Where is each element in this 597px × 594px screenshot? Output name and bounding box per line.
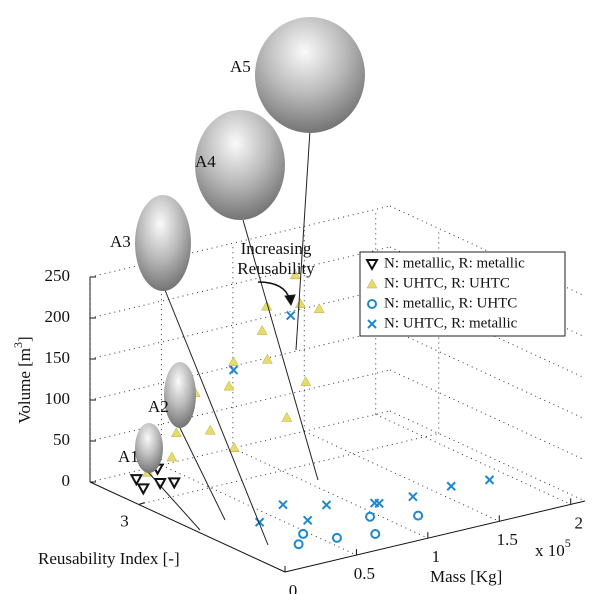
- grid-line: [89, 328, 391, 401]
- annotation: Increasing: [241, 239, 312, 258]
- grid-line: [89, 287, 391, 360]
- x-tick-label: 1: [432, 547, 441, 566]
- grid-line: [161, 464, 357, 556]
- marker: [374, 498, 384, 509]
- marker: [302, 515, 313, 526]
- capsules: [135, 17, 365, 546]
- z-tick-label: 100: [45, 389, 71, 408]
- marker: [228, 442, 240, 452]
- marker: [413, 510, 424, 521]
- legend-box: [359, 251, 566, 337]
- annotation: A5: [230, 57, 251, 76]
- x-tick-label: 0: [289, 581, 298, 594]
- annotation: A3: [110, 232, 131, 251]
- marker: [298, 528, 309, 539]
- marker: [256, 324, 268, 335]
- z-axis-label-part: Volume [m: [15, 348, 34, 424]
- marker: [167, 477, 181, 490]
- legend: N: metallic, R: metallic N: UHTC, R: UHTC…: [359, 251, 566, 337]
- marker: [166, 451, 178, 462]
- x-multiplier: x 105: [535, 536, 571, 560]
- marker: [484, 475, 495, 485]
- x-multiplier-part: x 10: [535, 541, 565, 560]
- y-tick-label: 3: [120, 511, 129, 530]
- legend-label: N: metallic, R: UHTC: [384, 295, 517, 311]
- marker: [313, 303, 325, 314]
- marker: [293, 539, 304, 550]
- grid-line: [389, 410, 586, 502]
- legend-label: N: UHTC, R: metallic: [384, 315, 518, 331]
- grid-line: [389, 328, 586, 420]
- legend-label: N: UHTC, R: UHTC: [384, 275, 510, 291]
- marker: [367, 319, 377, 329]
- grid-line: [89, 369, 391, 442]
- grid-line: [232, 447, 429, 539]
- grid-line: [389, 369, 586, 461]
- annotation: Reusability: [237, 259, 315, 278]
- z-axis-label-part: 3: [11, 342, 25, 348]
- marker: [153, 478, 167, 491]
- marker: [285, 310, 296, 321]
- grid-line: [389, 205, 586, 297]
- marker: [170, 427, 182, 438]
- marker: [281, 411, 293, 422]
- z-tick-label: 50: [53, 430, 70, 449]
- grid-line: [89, 481, 286, 573]
- z-tick-label: 0: [62, 471, 71, 490]
- x-axis: [284, 500, 586, 573]
- x-tick-label: 1.5: [497, 530, 518, 549]
- annotation: A4: [195, 152, 216, 171]
- marker: [370, 528, 381, 539]
- marker: [278, 499, 288, 510]
- marker: [228, 356, 239, 367]
- annotation: A2: [148, 397, 169, 416]
- marker: [331, 532, 342, 543]
- z-axis-label: Volume [m3]: [11, 336, 34, 423]
- z-axis-label-part: ]: [15, 336, 34, 342]
- marker: [261, 353, 273, 364]
- marker: [136, 483, 150, 496]
- annotation: A1: [118, 447, 139, 466]
- marker: [289, 269, 301, 280]
- grid: [89, 205, 586, 573]
- marker: [365, 259, 379, 272]
- marker: [129, 474, 144, 487]
- marker: [295, 298, 306, 308]
- grid-line: [304, 430, 500, 522]
- z-tick-label: 250: [45, 266, 71, 285]
- grid-line: [375, 413, 571, 505]
- marker: [446, 481, 456, 491]
- marker: [366, 278, 378, 289]
- marker: [365, 511, 376, 522]
- marker: [300, 376, 312, 386]
- x-axis-label: Mass [Kg]: [430, 567, 502, 586]
- marker: [261, 300, 273, 311]
- grid-line: [138, 433, 439, 505]
- legend-label: N: metallic, R: metallic: [384, 255, 525, 271]
- x-tick-label: 2: [574, 513, 583, 532]
- x-tick-label: 0.5: [354, 564, 375, 583]
- z-tick-label: 150: [45, 348, 71, 367]
- x-multiplier-part: 5: [565, 536, 571, 550]
- marker: [228, 365, 239, 375]
- marker: [408, 492, 418, 502]
- marker: [321, 500, 332, 510]
- z-tick-label: 200: [45, 307, 71, 326]
- y-axis-label: Reusability Index [-]: [38, 549, 180, 568]
- marker: [367, 299, 377, 309]
- marker: [254, 517, 265, 527]
- marker: [223, 380, 235, 391]
- marker: [204, 424, 216, 435]
